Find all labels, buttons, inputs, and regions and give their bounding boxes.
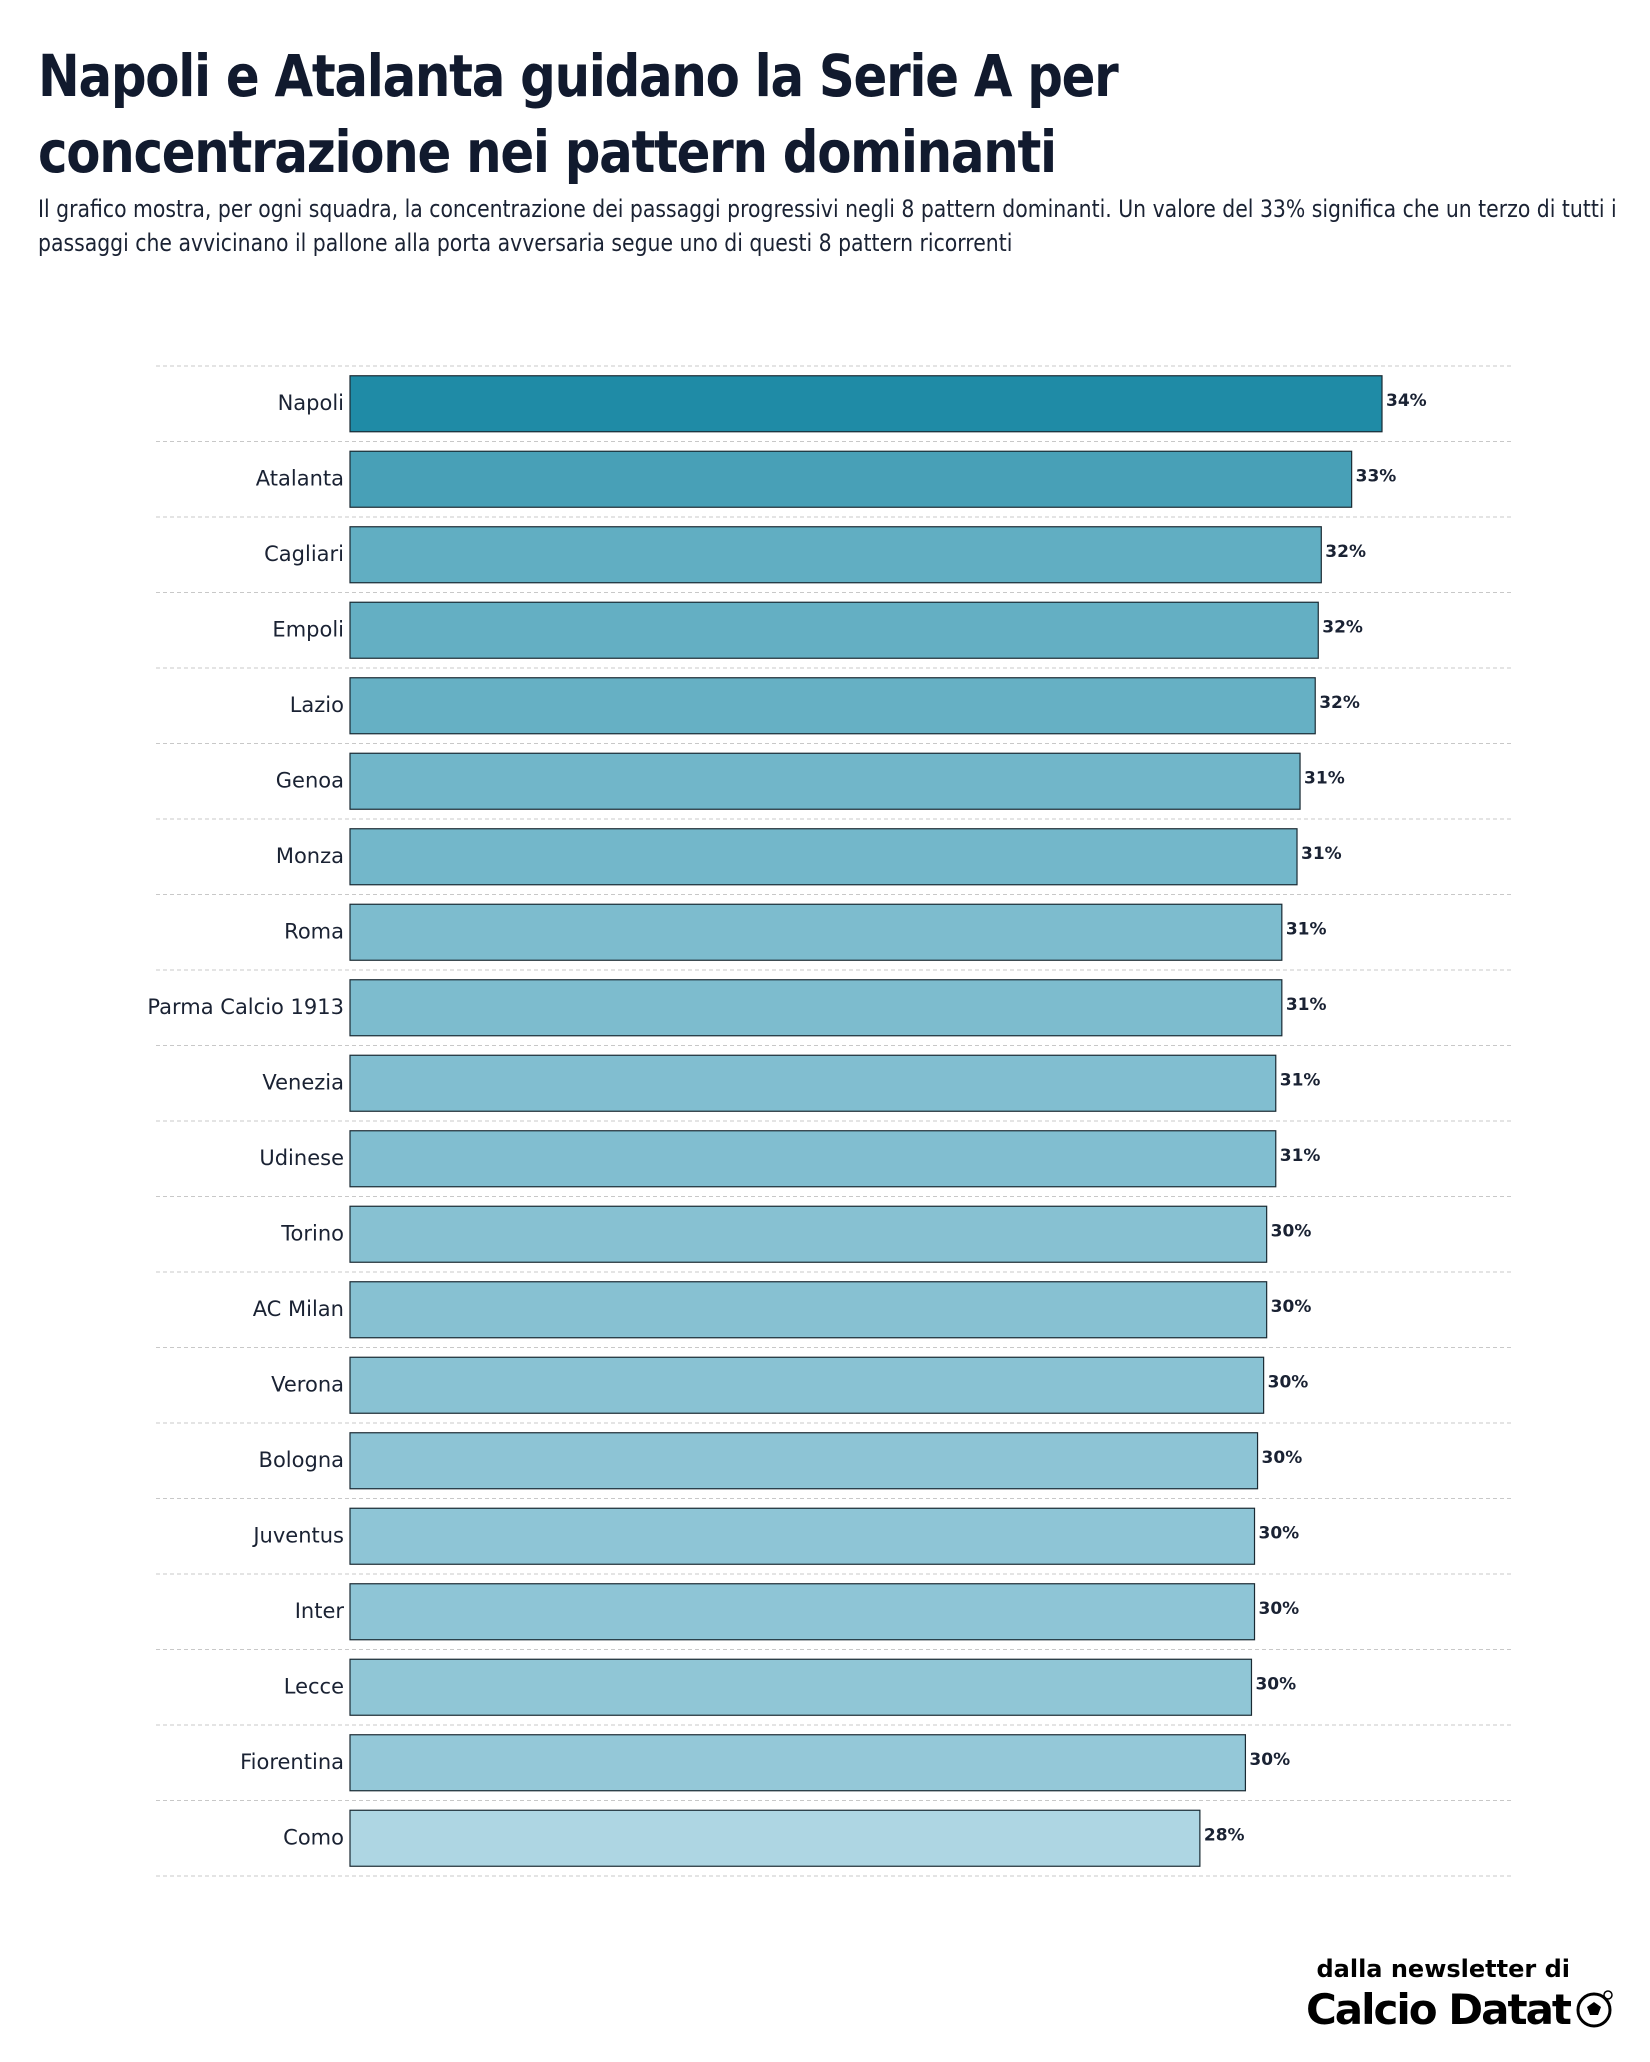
category-label: Udinese bbox=[259, 1146, 344, 1170]
category-label: Bologna bbox=[259, 1448, 344, 1472]
category-label: Cagliari bbox=[264, 542, 344, 566]
bar bbox=[349, 1583, 1256, 1641]
value-label: 31% bbox=[1301, 844, 1342, 864]
bar bbox=[349, 903, 1283, 961]
value-labels: 34% 33% 32% 32% 32% 31% 31% 31% 31% 31% 31% 30% 30% 3… bbox=[1204, 391, 1427, 1846]
chart-title: Napoli e Atalanta guidano la Serie A per… bbox=[38, 42, 1119, 186]
bar-chart: Napoli Atalanta Cagliari Empoli Lazio Genoa Mo… bbox=[147, 365, 1512, 1877]
value-label: 30% bbox=[1271, 1297, 1312, 1317]
branding-logo: Calcio Datat bbox=[1306, 1985, 1614, 2034]
category-label: Parma Calcio 1913 bbox=[147, 995, 344, 1019]
bar bbox=[349, 526, 1322, 584]
bar bbox=[349, 1054, 1277, 1112]
value-label: 31% bbox=[1280, 1146, 1321, 1166]
value-label: 30% bbox=[1259, 1599, 1300, 1619]
bar bbox=[349, 1658, 1253, 1716]
branding-name: Calcio Datat bbox=[1305, 1985, 1572, 2034]
category-label: Roma bbox=[284, 919, 344, 943]
category-label: Napoli bbox=[278, 391, 344, 415]
gridlines bbox=[156, 365, 1512, 1877]
value-label: 30% bbox=[1271, 1221, 1312, 1241]
value-label: 33% bbox=[1356, 466, 1397, 486]
bar bbox=[349, 1130, 1277, 1188]
value-label: 32% bbox=[1322, 617, 1363, 637]
value-label: 32% bbox=[1319, 693, 1360, 713]
bar bbox=[349, 1356, 1265, 1414]
category-label: Fiorentina bbox=[240, 1750, 344, 1774]
bar bbox=[349, 1281, 1268, 1339]
branding: dalla newsletter di Calcio Datat bbox=[1306, 1955, 1614, 2034]
category-label: Genoa bbox=[276, 768, 344, 792]
bar bbox=[349, 752, 1301, 810]
category-labels: Napoli Atalanta Cagliari Empoli Lazio Genoa Mo… bbox=[147, 391, 344, 1850]
chart-subtitle: Il grafico mostra, per ogni squadra, la … bbox=[38, 195, 1617, 257]
value-label: 31% bbox=[1280, 1070, 1321, 1090]
category-label: Venezia bbox=[262, 1070, 344, 1094]
bar bbox=[349, 1734, 1247, 1792]
category-label: Inter bbox=[295, 1599, 345, 1623]
value-label: 30% bbox=[1255, 1674, 1296, 1694]
value-label: 30% bbox=[1249, 1750, 1290, 1770]
category-label: Juventus bbox=[251, 1523, 344, 1547]
branding-line: dalla newsletter di bbox=[1316, 1955, 1570, 1983]
value-label: 32% bbox=[1325, 542, 1366, 562]
bar bbox=[349, 1432, 1259, 1490]
bar bbox=[349, 375, 1383, 433]
category-label: Lazio bbox=[290, 693, 344, 717]
value-label: 28% bbox=[1204, 1825, 1245, 1845]
value-label: 30% bbox=[1262, 1448, 1303, 1468]
value-label: 30% bbox=[1259, 1523, 1300, 1543]
value-label: 30% bbox=[1268, 1372, 1309, 1392]
category-label: Empoli bbox=[272, 617, 344, 641]
football-icon bbox=[1576, 1989, 1613, 2027]
category-label: Torino bbox=[280, 1221, 344, 1245]
category-label: Monza bbox=[276, 844, 344, 868]
bar bbox=[349, 1205, 1268, 1263]
value-label: 31% bbox=[1304, 768, 1345, 788]
bar bbox=[349, 450, 1353, 508]
category-label: AC Milan bbox=[253, 1297, 344, 1321]
bar bbox=[349, 1809, 1201, 1867]
category-label: Atalanta bbox=[256, 466, 344, 490]
value-label: 34% bbox=[1386, 391, 1427, 411]
bar bbox=[349, 601, 1319, 659]
bar bbox=[349, 979, 1283, 1037]
value-label: 31% bbox=[1286, 995, 1327, 1015]
category-label: Como bbox=[283, 1825, 344, 1849]
bar bbox=[349, 677, 1316, 735]
category-label: Verona bbox=[271, 1372, 344, 1396]
value-label: 31% bbox=[1286, 919, 1327, 939]
bar bbox=[349, 1507, 1256, 1565]
bar bbox=[349, 828, 1298, 886]
bars bbox=[349, 375, 1383, 1867]
category-label: Lecce bbox=[284, 1674, 344, 1698]
